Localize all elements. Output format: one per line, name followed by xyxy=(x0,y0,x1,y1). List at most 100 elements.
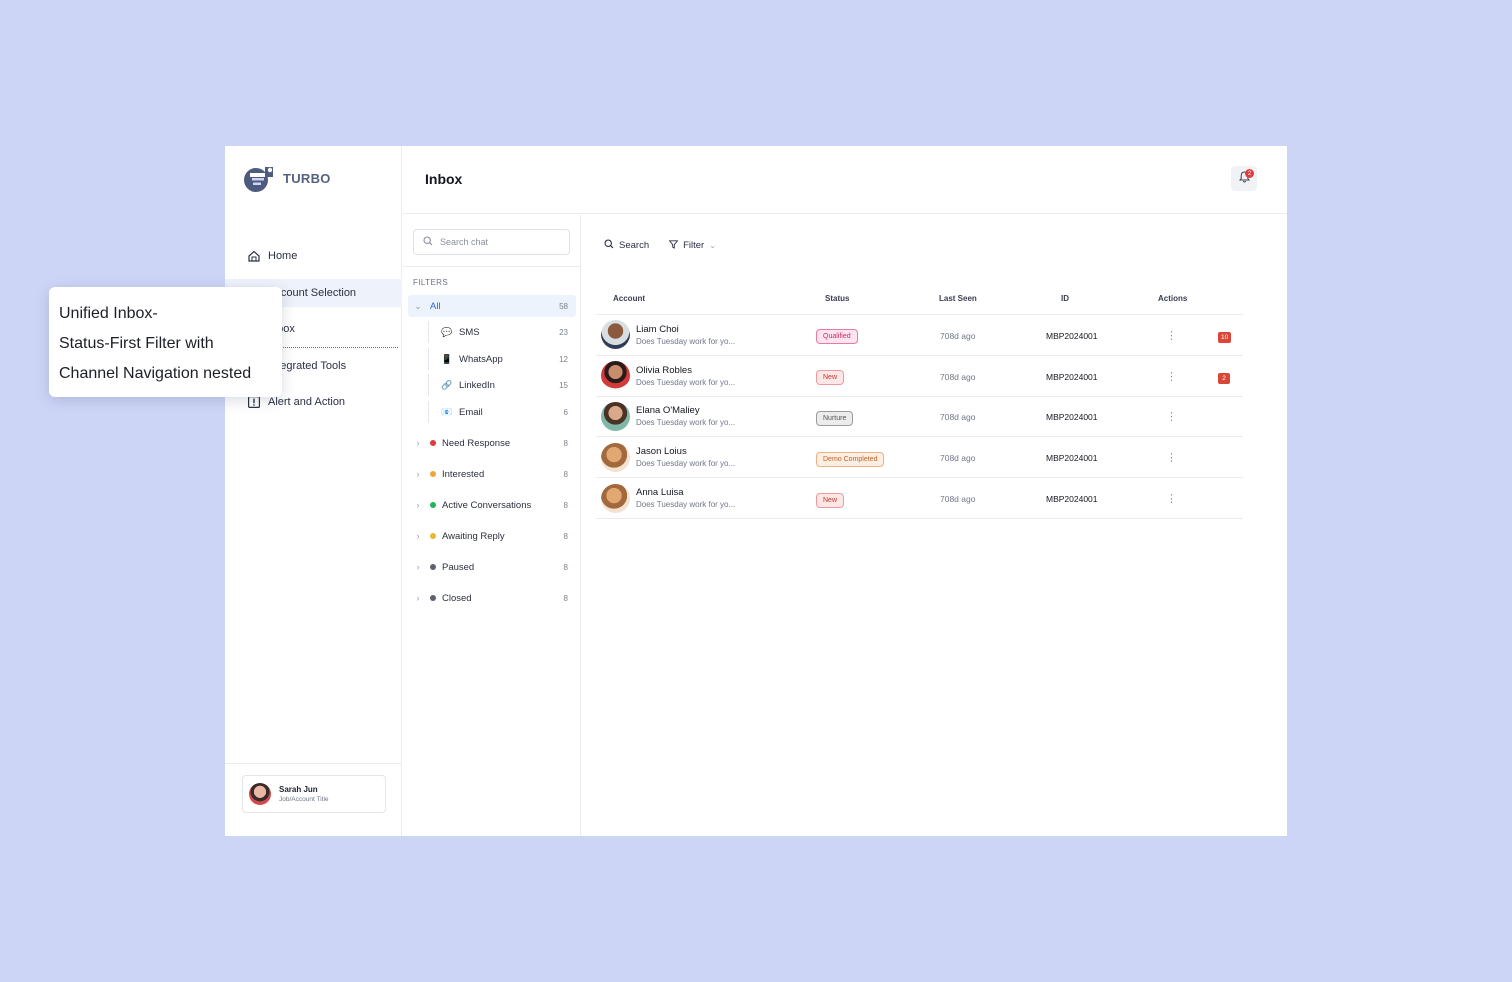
account-id: MBP2024001 xyxy=(1046,453,1098,464)
filter-all[interactable]: ⌄ All 58 xyxy=(408,295,576,317)
search-label: Search xyxy=(619,240,650,251)
account-id: MBP2024001 xyxy=(1046,371,1098,382)
filters-panel: FILTERS ⌄ All 58 💬 SMS 23 📱 WhatsApp 12 … xyxy=(403,215,581,836)
status-badge: Nurture xyxy=(816,410,854,426)
status-label: Need Response xyxy=(442,437,511,449)
channel-count: 23 xyxy=(559,327,568,337)
account-name: Jason Loius xyxy=(636,446,687,458)
app-window: TURBO Home Account Selection Inbox xyxy=(225,146,1287,836)
notification-count-badge: 2 xyxy=(1245,169,1254,178)
sidebar-item-label: Account Selection xyxy=(268,286,357,299)
last-seen: 708d ago xyxy=(940,453,976,464)
avatar xyxy=(601,401,630,431)
filter-label: Filter xyxy=(683,240,705,251)
status-badge: Demo Completed xyxy=(816,451,885,467)
divider xyxy=(403,266,581,267)
channel-count: 12 xyxy=(559,354,568,364)
status-interested[interactable]: › Interested 8 xyxy=(408,463,576,485)
sidebar: TURBO Home Account Selection Inbox xyxy=(225,146,402,836)
table-row[interactable]: Liam Choi Does Tuesday work for yo... Qu… xyxy=(596,315,1243,356)
annotation-callout: Unified Inbox- Status-First Filter with … xyxy=(49,287,282,397)
chat-bubble-icon: 💬 xyxy=(441,326,453,337)
accounts-table: Account Status Last Seen ID Actions Liam… xyxy=(596,283,1243,519)
profile-name: Sarah Jun xyxy=(279,785,318,794)
user-profile-card[interactable]: Sarah Jun Job/Account Title xyxy=(242,775,386,813)
chevron-right-icon: › xyxy=(416,469,420,479)
chevron-right-icon: › xyxy=(416,593,420,603)
status-label: Interested xyxy=(442,468,485,480)
status-dot xyxy=(430,471,436,477)
channel-whatsapp[interactable]: 📱 WhatsApp 12 xyxy=(428,348,576,370)
avatar xyxy=(601,483,630,513)
chevron-down-icon: ⌄ xyxy=(414,300,422,311)
status-dot xyxy=(430,502,436,508)
last-seen: 708d ago xyxy=(940,494,976,505)
avatar xyxy=(601,361,630,391)
status-count: 8 xyxy=(563,469,568,479)
column-header-account[interactable]: Account xyxy=(613,294,645,303)
profile-title: Job/Account Title xyxy=(279,796,329,803)
page-header: Inbox 2 xyxy=(403,146,1287,214)
column-header-last-seen[interactable]: Last Seen xyxy=(939,294,977,303)
toolbar: Search Filter ⌄ xyxy=(604,239,716,252)
column-header-actions: Actions xyxy=(1158,294,1188,303)
status-label: Closed xyxy=(442,592,472,604)
status-paused[interactable]: › Paused 8 xyxy=(408,556,576,578)
more-actions-icon[interactable]: ⋮ xyxy=(1166,452,1177,465)
table-row[interactable]: Anna Luisa Does Tuesday work for yo... N… xyxy=(596,478,1243,519)
status-count: 8 xyxy=(563,562,568,572)
channel-email[interactable]: 📧 Email 6 xyxy=(428,401,576,423)
status-dot xyxy=(430,564,436,570)
search-button[interactable]: Search xyxy=(604,239,649,252)
link-icon: 🔗 xyxy=(441,379,453,390)
sidebar-item-label: Alert and Action xyxy=(268,396,346,408)
table-row[interactable]: Jason Loius Does Tuesday work for yo... … xyxy=(596,437,1243,479)
notifications-button[interactable]: 2 xyxy=(1231,166,1257,191)
more-actions-icon[interactable]: ⋮ xyxy=(1166,370,1177,383)
column-header-status[interactable]: Status xyxy=(825,294,850,303)
search-chat-input[interactable] xyxy=(440,237,560,247)
search-icon xyxy=(423,233,433,251)
status-active-conversations[interactable]: › Active Conversations 8 xyxy=(408,494,576,516)
status-dot xyxy=(430,595,436,601)
status-dot xyxy=(430,440,436,446)
avatar xyxy=(249,783,271,805)
status-closed[interactable]: › Closed 8 xyxy=(408,587,576,609)
more-actions-icon[interactable]: ⋮ xyxy=(1166,329,1177,342)
channel-count: 6 xyxy=(563,407,568,417)
account-name: Olivia Robles xyxy=(636,364,692,376)
last-seen: 708d ago xyxy=(940,330,976,341)
filter-button[interactable]: Filter ⌄ xyxy=(668,239,716,252)
annotation-line: Status-First Filter with xyxy=(59,335,214,352)
filter-icon xyxy=(668,239,679,252)
status-count: 8 xyxy=(563,438,568,448)
inbox-main: Search Filter ⌄ Account Status Last Seen… xyxy=(582,215,1287,836)
channel-label: Email xyxy=(459,406,483,418)
sidebar-item-home[interactable]: Home xyxy=(225,242,402,270)
message-preview: Does Tuesday work for yo... xyxy=(636,459,736,469)
more-actions-icon[interactable]: ⋮ xyxy=(1166,411,1177,424)
status-need-response[interactable]: › Need Response 8 xyxy=(408,432,576,454)
filter-label: All xyxy=(430,300,441,312)
page-title: Inbox xyxy=(425,171,463,187)
more-actions-icon[interactable]: ⋮ xyxy=(1166,493,1177,506)
chevron-right-icon: › xyxy=(416,500,420,510)
account-name: Liam Choi xyxy=(636,323,679,335)
table-row[interactable]: Elana O'Maliey Does Tuesday work for yo.… xyxy=(596,397,1243,438)
filters-section-label: FILTERS xyxy=(413,278,449,287)
channel-linkedin[interactable]: 🔗 LinkedIn 15 xyxy=(428,374,576,396)
status-awaiting-reply[interactable]: › Awaiting Reply 8 xyxy=(408,525,576,547)
account-id: MBP2024001 xyxy=(1046,494,1098,505)
search-chat-box[interactable] xyxy=(413,229,570,255)
chevron-right-icon: › xyxy=(416,562,420,572)
phone-icon: 📱 xyxy=(441,353,453,364)
channel-label: WhatsApp xyxy=(459,353,503,365)
table-row[interactable]: Olivia Robles Does Tuesday work for yo..… xyxy=(596,356,1243,397)
last-seen: 708d ago xyxy=(940,371,976,382)
channel-sms[interactable]: 💬 SMS 23 xyxy=(428,321,576,343)
logo[interactable]: TURBO xyxy=(242,164,331,192)
column-header-id[interactable]: ID xyxy=(1061,294,1069,303)
annotation-line: Unified Inbox- xyxy=(59,305,158,322)
home-icon xyxy=(247,250,260,263)
status-badge: New xyxy=(816,492,845,508)
